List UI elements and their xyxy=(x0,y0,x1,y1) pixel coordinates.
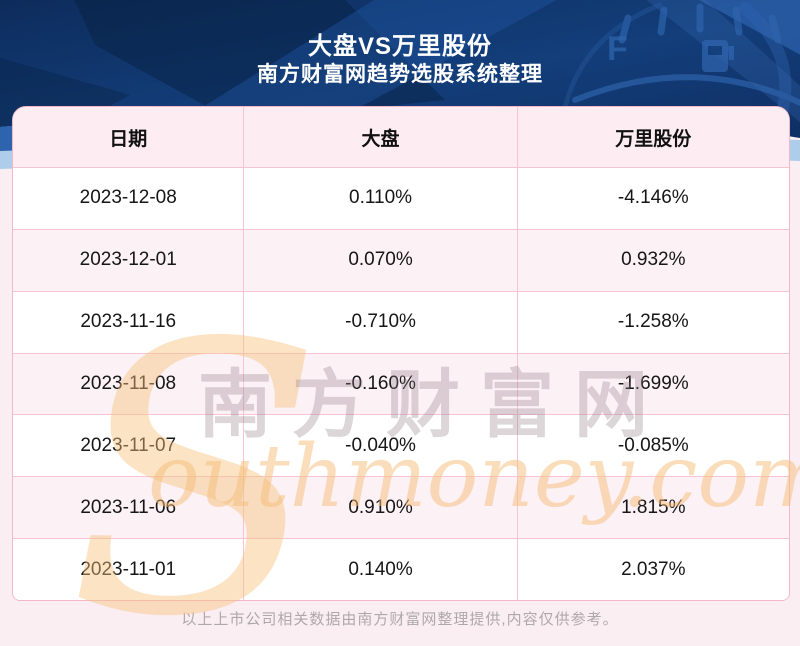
fuel-pump-icon xyxy=(702,40,734,72)
cell-stock-change: -4.146% xyxy=(516,168,789,229)
cell-market-change: 0.070% xyxy=(243,229,516,291)
cell-market-change: 0.140% xyxy=(243,539,516,600)
cell-market-change: -0.040% xyxy=(243,415,516,477)
page-subtitle: 南方财富网趋势选股系统整理 xyxy=(257,63,543,86)
table-row: 2023-11-08 -0.160% -1.699% xyxy=(13,352,789,415)
cell-stock-change: -1.258% xyxy=(516,291,789,353)
cell-stock-change: 1.815% xyxy=(516,477,789,539)
corner-highlight xyxy=(690,0,800,60)
gauge-f-label: F xyxy=(607,30,628,68)
cell-stock-change: 0.932% xyxy=(516,229,789,291)
data-table: 日期 大盘 万里股份 2023-12-08 0.110% -4.146% 202… xyxy=(12,106,790,601)
cell-market-change: 0.910% xyxy=(243,477,516,539)
cell-date: 2023-12-08 xyxy=(79,187,177,209)
cell-date: 2023-11-16 xyxy=(80,311,177,333)
dark-shape-left xyxy=(70,0,445,122)
column-header-market: 大盘 xyxy=(243,107,516,167)
cell-stock-change: -0.085% xyxy=(516,415,789,477)
column-header-stock: 万里股份 xyxy=(516,107,789,167)
table-row: 2023-11-06 0.910% 1.815% xyxy=(13,476,789,539)
cell-date: 2023-11-07 xyxy=(80,434,177,456)
table-body: 2023-12-08 0.110% -4.146% 2023-12-01 0.0… xyxy=(13,167,789,600)
cell-market-change: -0.710% xyxy=(243,291,516,353)
cell-date: 2023-11-01 xyxy=(80,558,177,580)
page-title: 大盘VS万里股份 xyxy=(307,33,492,60)
cell-date: 2023-12-01 xyxy=(79,249,177,271)
table-row: 2023-12-08 0.110% -4.146% xyxy=(13,167,789,229)
cell-stock-change: -1.699% xyxy=(516,353,789,415)
column-header-date: 日期 xyxy=(109,128,148,150)
cell-market-change: -0.160% xyxy=(243,353,516,415)
table-header-row: 日期 大盘 万里股份 xyxy=(13,107,789,167)
cell-date: 2023-11-06 xyxy=(80,496,177,518)
footer-disclaimer: 以上上市公司相关数据由南方财富网整理提供,内容仅供参考。 xyxy=(181,611,619,628)
light-swathe xyxy=(150,0,575,138)
table-row: 2023-11-07 -0.040% -0.085% xyxy=(13,414,789,477)
cell-market-change: 0.110% xyxy=(243,168,516,229)
table-row: 2023-11-16 -0.710% -1.258% xyxy=(13,290,789,353)
cell-date: 2023-11-08 xyxy=(80,373,177,394)
table-row: 2023-12-01 0.070% 0.932% xyxy=(13,228,789,291)
cell-stock-change: 2.037% xyxy=(516,539,789,600)
table-row: 2023-11-01 0.140% 2.037% xyxy=(13,538,789,600)
fuel-gauge-icon xyxy=(557,2,800,138)
